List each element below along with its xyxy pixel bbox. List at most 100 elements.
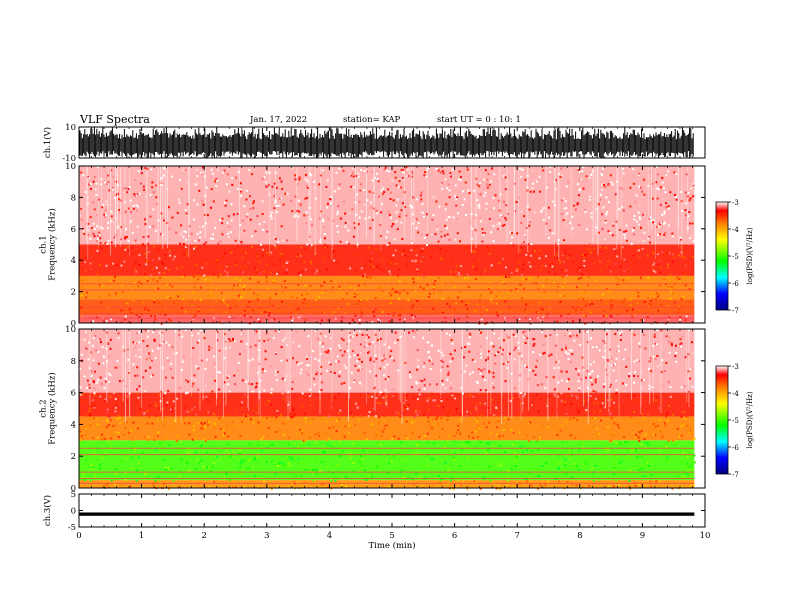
spectrogram-pixel	[319, 353, 322, 355]
spectrogram-pixel	[467, 342, 470, 345]
spectrogram-pixel	[657, 263, 660, 266]
spectrogram-pixel	[220, 231, 223, 234]
spectrogram-pixel	[684, 423, 687, 426]
spectrogram-pixel	[222, 299, 225, 302]
spectrogram-pixel	[124, 210, 127, 213]
spectrogram-pixel	[580, 290, 583, 293]
spectrogram-pixel	[641, 190, 644, 193]
spectrogram-pixel	[363, 273, 366, 276]
spectrogram-pixel	[96, 423, 99, 426]
spectrogram-pixel	[126, 348, 129, 351]
spectrogram-pixel	[682, 451, 685, 454]
spectrogram-pixel	[621, 452, 624, 455]
spectrogram-pixel	[386, 230, 389, 233]
spectrogram-pixel	[79, 432, 82, 435]
spectrogram-pixel	[203, 426, 206, 429]
spectrogram-pixel	[532, 351, 535, 354]
spectrogram-pixel	[652, 263, 655, 266]
spectrogram-pixel	[359, 382, 362, 385]
spectrogram-pixel	[536, 359, 539, 362]
spectrogram-pixel	[665, 206, 668, 209]
spectrogram-pixel	[97, 338, 100, 341]
spectrogram-pixel	[616, 283, 619, 286]
spectrogram-pixel	[211, 390, 214, 393]
spectrogram-pixel	[462, 190, 465, 193]
spectrogram-pixel	[656, 329, 659, 332]
spectrogram-pixel	[383, 285, 386, 288]
spectrogram-pixel	[479, 372, 482, 375]
spectrogram-pixel	[534, 469, 537, 471]
spectrogram-pixel	[655, 396, 658, 399]
spectrogram-pixel	[100, 178, 103, 180]
spectrogram-pixel	[545, 376, 548, 379]
spectrogram-pixel	[177, 268, 180, 271]
spectrogram-pixel	[147, 330, 150, 333]
spectrogram-pixel	[565, 412, 568, 415]
spectrogram-pixel	[190, 451, 193, 454]
spectrogram-pixel	[387, 426, 390, 429]
spectrogram-pixel	[651, 283, 654, 286]
spectrogram-pixel	[582, 266, 585, 269]
start-time-label: start UT = 0 : 10: 1	[437, 115, 521, 125]
spectrogram-pixel	[451, 257, 454, 260]
spectrogram-pixel	[80, 294, 83, 297]
spectrogram-pixel	[640, 386, 643, 389]
spectrogram-pixel	[386, 243, 389, 246]
spectrogram-pixel	[480, 250, 483, 253]
spectrogram-pixel	[589, 388, 592, 391]
spectrogram-pixel	[474, 310, 477, 313]
spectrogram-pixel	[349, 411, 352, 414]
spectrogram-pixel	[141, 452, 144, 455]
spectrogram-pixel	[633, 381, 636, 384]
spectrogram-pixel	[489, 342, 492, 345]
spectrogram-pixel	[115, 263, 118, 266]
spectrogram-pixel	[610, 181, 613, 184]
spectrogram-pixel	[113, 483, 116, 486]
spectrogram-pixel	[353, 222, 356, 225]
spectrogram-pixel	[162, 446, 165, 448]
spectrogram-pixel	[294, 214, 297, 217]
spectrogram-pixel	[562, 219, 565, 221]
spectrogram-pixel	[484, 322, 487, 325]
spectrogram-pixel	[510, 468, 513, 471]
spectrogram-pixel	[477, 368, 480, 371]
spectrogram-pixel	[658, 222, 661, 225]
spectrogram-pixel	[566, 274, 569, 277]
spectrogram-pixel	[138, 264, 141, 266]
spectrogram-pixel	[227, 413, 230, 416]
spectrogram-pixel	[198, 239, 200, 242]
spectrogram-pixel	[323, 416, 326, 419]
spectrogram-pixel	[141, 313, 143, 316]
spectrogram-pixel	[389, 262, 392, 264]
spectrogram-pixel	[659, 485, 661, 488]
spectrogram-pixel	[621, 246, 624, 249]
spectrogram-pixel	[613, 461, 616, 464]
spectrogram-pixel	[400, 198, 403, 201]
spectrogram-pixel	[271, 200, 274, 203]
spectrogram-pixel	[252, 207, 255, 210]
spectrogram-pixel	[349, 452, 352, 455]
spectrogram-pixel	[634, 262, 636, 265]
spectrogram-pixel	[136, 388, 138, 391]
spectrogram-pixel	[580, 295, 583, 298]
spectrogram-pixel	[492, 345, 495, 348]
spectrogram-pixel	[192, 316, 195, 319]
spectrogram-pixel	[440, 282, 443, 284]
spectrogram-pixel	[120, 321, 123, 324]
spectrogram-pixel	[468, 336, 471, 339]
spectrogram-pixel	[249, 418, 252, 421]
spectrogram-pixel	[522, 263, 525, 266]
spectrogram-pixel	[581, 254, 584, 256]
spectrogram-pixel	[119, 199, 122, 202]
spectrogram-pixel	[107, 239, 110, 242]
spectrogram-pixel	[278, 429, 281, 432]
spectrogram-pixel	[155, 203, 158, 205]
spectrogram-pixel	[507, 418, 510, 421]
spectrogram-pixel	[501, 275, 504, 277]
spectrogram-pixel	[520, 484, 522, 487]
spectrogram-pixel	[509, 231, 511, 234]
spectrogram-pixel	[205, 262, 208, 265]
spectrogram-pixel	[621, 205, 624, 208]
spectrogram-pixel	[384, 389, 387, 392]
spectrogram-pixel	[425, 288, 428, 291]
